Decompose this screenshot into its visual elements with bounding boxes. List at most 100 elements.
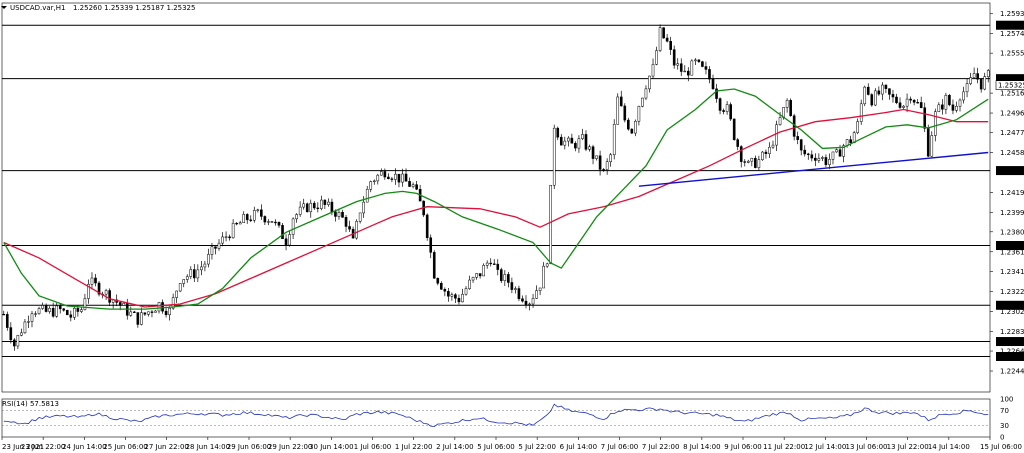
candle-body bbox=[447, 290, 450, 297]
candle-body bbox=[842, 145, 845, 157]
price-tick-label: 1.23995 bbox=[1000, 209, 1024, 217]
level-price-tag bbox=[996, 241, 1024, 251]
candle-body bbox=[270, 221, 274, 223]
price-tick-label: 1.25550 bbox=[1000, 50, 1024, 58]
candle-body bbox=[531, 298, 535, 305]
candle-body bbox=[641, 97, 644, 107]
candle-body bbox=[41, 305, 44, 309]
candle-body bbox=[616, 96, 620, 125]
candle-body bbox=[563, 140, 567, 146]
candle-body bbox=[849, 139, 852, 144]
candle-body bbox=[401, 173, 404, 183]
candle-body bbox=[492, 263, 496, 265]
time-tick-label: 15 Jul 06:00 bbox=[980, 443, 1022, 451]
candle-body bbox=[715, 88, 718, 99]
time-tick-label: 7 Jul 22:00 bbox=[642, 443, 680, 451]
candle-body bbox=[757, 159, 761, 168]
candle-body bbox=[274, 221, 277, 224]
candle-body bbox=[263, 216, 267, 223]
candle-body bbox=[499, 269, 503, 281]
candle-body bbox=[658, 27, 662, 51]
candle-body bbox=[835, 149, 838, 153]
candle-body bbox=[979, 78, 983, 90]
candle-body bbox=[457, 298, 461, 303]
candle-body bbox=[90, 277, 94, 285]
candle-body bbox=[944, 95, 948, 110]
candle-body bbox=[65, 310, 69, 316]
candle-body bbox=[789, 100, 792, 117]
candle-body bbox=[916, 102, 919, 104]
candle-body bbox=[411, 184, 415, 187]
candle-body bbox=[461, 293, 464, 303]
candle-body bbox=[260, 209, 263, 217]
candle-body bbox=[623, 105, 627, 121]
time-tick-label: 14 Jul 14:00 bbox=[928, 443, 970, 451]
candle-body bbox=[291, 218, 295, 235]
time-tick-label: 9 Jul 06:00 bbox=[724, 443, 762, 451]
candle-body bbox=[284, 238, 288, 246]
candle-body bbox=[200, 266, 203, 271]
candle-body bbox=[87, 284, 90, 299]
candle-body bbox=[828, 159, 831, 165]
slow-moving-average-line bbox=[3, 108, 989, 308]
time-tick-label: 25 Jun 06:00 bbox=[103, 443, 147, 451]
rsi-label: RSI(14) 57.5813 bbox=[2, 400, 59, 408]
rsi-tick-label: 100 bbox=[1000, 396, 1013, 404]
candle-body bbox=[669, 40, 672, 50]
candle-body bbox=[976, 73, 979, 80]
candle-body bbox=[157, 302, 161, 312]
candle-body bbox=[552, 127, 556, 186]
rsi-tick-label: 30 bbox=[1000, 422, 1009, 430]
candle-body bbox=[196, 269, 200, 279]
candle-body bbox=[761, 151, 764, 160]
candle-body bbox=[256, 209, 260, 211]
candle-body bbox=[856, 121, 859, 133]
candle-body bbox=[210, 246, 214, 255]
candle-body bbox=[895, 96, 898, 104]
level-price-tag bbox=[996, 300, 1024, 310]
candle-body bbox=[725, 104, 729, 112]
candle-body bbox=[302, 203, 306, 208]
candle-body bbox=[662, 27, 665, 39]
candle-body bbox=[83, 298, 87, 310]
candle-body bbox=[803, 149, 807, 155]
candle-body bbox=[249, 219, 253, 221]
candle-body bbox=[217, 242, 221, 249]
price-tick-label: 1.25935 bbox=[1000, 10, 1024, 18]
moving-averages bbox=[3, 88, 989, 310]
candle-body bbox=[888, 88, 891, 95]
candle-body bbox=[581, 134, 584, 139]
candle-body bbox=[909, 98, 912, 101]
candle-body bbox=[147, 311, 150, 315]
candle-body bbox=[817, 158, 821, 161]
level-price-label: 1.24403 bbox=[998, 167, 1024, 175]
candle-body bbox=[362, 201, 365, 214]
candle-body bbox=[831, 151, 835, 160]
candle-body bbox=[30, 313, 34, 322]
level-price-tag bbox=[996, 337, 1024, 347]
candle-body bbox=[810, 154, 814, 159]
symbol-menu-arrow-icon[interactable] bbox=[1, 6, 7, 9]
candle-body bbox=[281, 225, 284, 240]
price-tick-label: 1.23220 bbox=[1000, 288, 1024, 296]
candle-body bbox=[221, 236, 224, 244]
time-tick-label: 28 Jun 14:00 bbox=[186, 443, 230, 451]
time-tick-label: 24 Jun 14:00 bbox=[62, 443, 106, 451]
candle-body bbox=[164, 310, 168, 316]
candle-body bbox=[570, 137, 574, 144]
candle-body bbox=[697, 59, 701, 62]
candle-body bbox=[612, 124, 616, 156]
rsi-line bbox=[3, 403, 989, 428]
candle-body bbox=[694, 59, 697, 62]
price-tick-label: 1.24190 bbox=[1000, 189, 1024, 197]
candle-body bbox=[764, 151, 768, 154]
candle-body bbox=[136, 312, 140, 325]
candle-body bbox=[637, 106, 641, 122]
candle-body bbox=[48, 308, 51, 312]
candle-body bbox=[129, 311, 133, 316]
